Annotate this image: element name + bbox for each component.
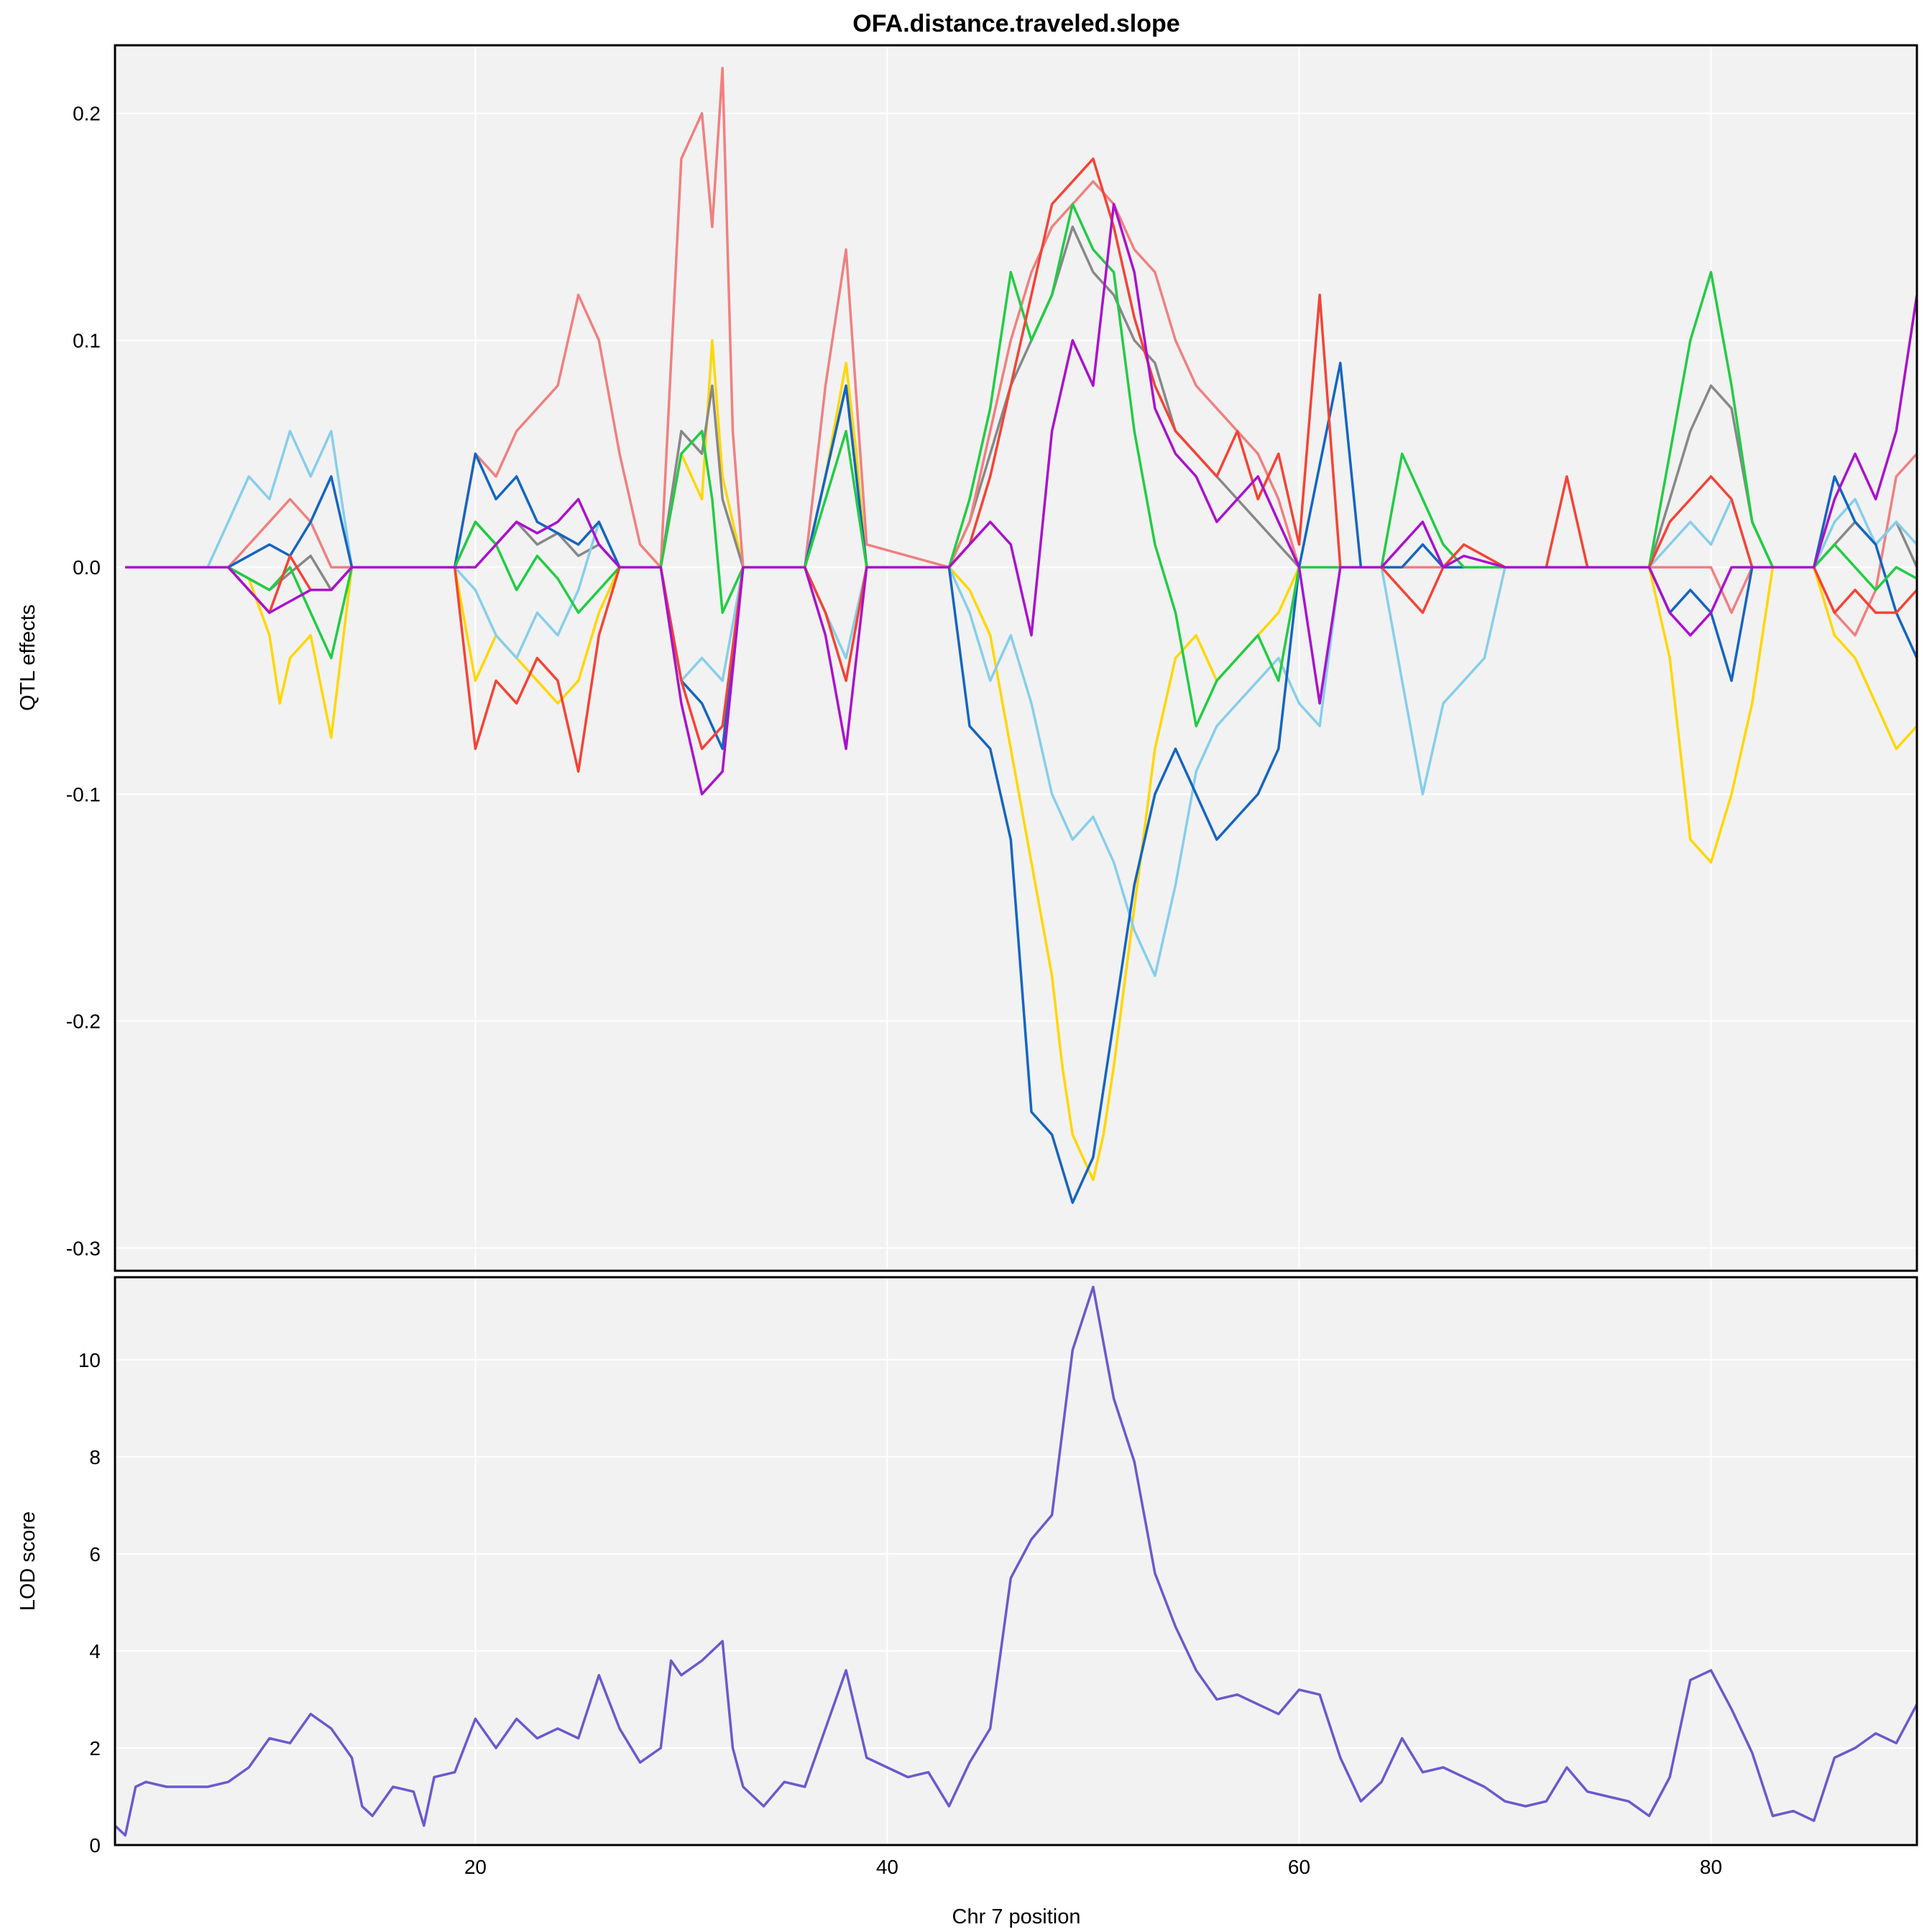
- effects-y-tick-label: -0.2: [66, 1011, 101, 1033]
- lod-x-tick-label: 60: [1288, 1856, 1310, 1878]
- effects-series-line-5: [125, 203, 1918, 727]
- lod-y-tick-label: 4: [89, 1640, 101, 1662]
- effects-y-tick-label: -0.1: [66, 783, 101, 806]
- effects-series-line-3: [125, 430, 1918, 978]
- effects-series-line-2: [125, 66, 1918, 637]
- chart-title: OFA.distance.traveled.slope: [852, 10, 1179, 37]
- effects-y-ticks: 0.2 0.1 0.0 -0.1 -0.2 -0.3: [66, 103, 101, 1260]
- lod-x-tick-label: 20: [464, 1856, 487, 1878]
- effects-y-tick-label: 0.0: [73, 556, 101, 579]
- lod-plot-background: [115, 1277, 1917, 1845]
- effects-plot-background: [115, 45, 1917, 1271]
- lod-series-group: [114, 1285, 1918, 1837]
- x-axis-title: Chr 7 position: [952, 1905, 1081, 1928]
- lod-series-line-0: [114, 1285, 1918, 1837]
- effects-panel: 0.2 0.1 0.0 -0.1 -0.2 -0.3 QTL effects: [17, 44, 1918, 1272]
- effects-y-tick-label: -0.3: [66, 1237, 101, 1259]
- lod-panel: 0 2 4 6 8 10 20 40 60 80 LOD score Chr 7 positio…: [17, 1276, 1918, 1928]
- lod-y-tick-label: 6: [89, 1543, 101, 1565]
- lod-y-tick-label: 2: [89, 1737, 101, 1760]
- effects-y-axis-title: QTL effects: [17, 604, 40, 711]
- lod-y-tick-label: 8: [89, 1446, 101, 1468]
- effects-y-tick-label: 0.1: [73, 329, 101, 351]
- lod-y-ticks: 0 2 4 6 8 10: [78, 1349, 101, 1857]
- effects-series-line-6: [125, 157, 1918, 773]
- effects-plot-border: [114, 44, 1918, 1272]
- lod-x-tick-label: 80: [1700, 1856, 1722, 1878]
- effects-series-group: [125, 66, 1918, 1205]
- effects-series-line-0: [125, 339, 1918, 1182]
- effects-series-line-1: [125, 225, 1918, 592]
- lod-x-tick-label: 40: [876, 1856, 898, 1878]
- effects-y-tick-label: 0.2: [73, 103, 101, 125]
- lod-y-tick-label: 0: [89, 1834, 101, 1857]
- effects-series-line-4: [125, 362, 1918, 1205]
- lod-y-tick-label: 10: [78, 1349, 101, 1371]
- effects-series-line-7: [125, 203, 1918, 796]
- lod-plot-border: [114, 1276, 1918, 1846]
- lod-x-ticks: 20 40 60 80: [464, 1856, 1722, 1878]
- lod-y-axis-title: LOD score: [17, 1512, 40, 1611]
